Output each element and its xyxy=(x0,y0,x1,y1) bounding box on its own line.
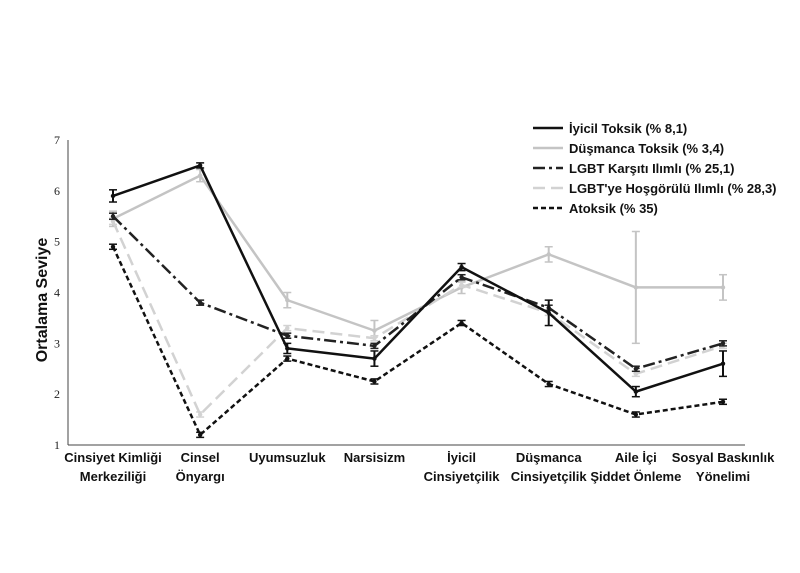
data-point xyxy=(546,310,551,316)
data-point xyxy=(459,275,464,280)
x-tick-label-line: Cinsiyetçilik xyxy=(511,469,588,484)
x-tick-label-line: Uyumsuzluk xyxy=(249,450,326,465)
y-tick-label: 6 xyxy=(54,184,60,198)
data-point xyxy=(633,371,639,377)
x-tick-label-line: Düşmanca xyxy=(516,450,583,465)
y-tick-label: 2 xyxy=(54,387,60,401)
y-axis-title: Ortalama Seviye xyxy=(34,238,51,363)
data-point xyxy=(110,214,116,219)
x-tick-label-line: Narsisizm xyxy=(344,450,405,465)
series-line xyxy=(112,174,723,332)
data-point xyxy=(372,356,377,361)
x-tick-label: Aile İçi Şiddet Önleme xyxy=(590,450,681,484)
data-point xyxy=(372,328,377,333)
data-point xyxy=(285,346,290,351)
legend-label: LGBT Karşıtı Ilımlı (% 25,1) xyxy=(569,161,734,176)
data-point xyxy=(372,343,377,349)
data-point xyxy=(720,399,726,404)
x-tick-label: Uyumsuzluk xyxy=(249,450,326,465)
x-tick-label: Cinsel Önyargı xyxy=(176,450,225,484)
data-point xyxy=(720,361,726,366)
axes: 1 2 3 4 5 6 7 xyxy=(54,133,745,452)
y-tick-label: 4 xyxy=(54,286,60,300)
x-tick-label-line: Merkeziliği xyxy=(80,469,146,484)
data-point xyxy=(546,381,551,387)
data-point xyxy=(285,297,290,303)
x-tick-label-line: Aile İçi xyxy=(615,450,657,465)
data-point xyxy=(197,432,203,438)
x-axis-labels: Cinsiyet Kimliği Merkeziliği Cinsel Önyargı… xyxy=(64,450,775,484)
data-point xyxy=(197,412,203,417)
data-point xyxy=(372,336,377,341)
series-1 xyxy=(109,162,727,398)
data-point xyxy=(459,320,464,326)
x-tick-label-line: Sosyal Baskınlık xyxy=(672,450,775,465)
data-point xyxy=(633,389,639,394)
data-point xyxy=(110,193,116,199)
y-tick-label: 1 xyxy=(54,438,60,452)
series-line xyxy=(112,215,724,370)
legend: İyicil Toksik (% 8,1) Düşmanca Toksik (% … xyxy=(533,121,777,216)
x-tick-label: Düşmanca Cinsiyetçilik xyxy=(511,450,588,484)
data-point xyxy=(720,341,726,346)
x-tick-label-line: Önyargı xyxy=(176,469,225,484)
series-3 xyxy=(109,212,727,373)
x-tick-label-line: Cinsel xyxy=(181,450,220,465)
data-point xyxy=(197,163,203,168)
x-tick-label-line: Yönelimi xyxy=(696,469,750,484)
data-point xyxy=(546,252,551,257)
x-tick-label-line: Cinsiyetçilik xyxy=(424,469,501,484)
data-point xyxy=(372,379,377,384)
data-point xyxy=(720,285,726,290)
x-tick-label-line: Şiddet Önleme xyxy=(590,469,681,484)
data-point xyxy=(110,244,116,249)
data-point xyxy=(197,173,203,178)
legend-label: Düşmanca Toksik (% 3,4) xyxy=(569,141,724,156)
x-tick-label: Narsisizm xyxy=(344,450,405,465)
y-tick-label: 7 xyxy=(54,133,60,147)
legend-label: Atoksik (% 35) xyxy=(569,201,658,216)
data-point xyxy=(285,325,290,331)
data-point xyxy=(459,282,464,288)
x-tick-label-line: İyicil xyxy=(447,450,476,465)
y-tick-label: 5 xyxy=(54,235,60,249)
data-point xyxy=(633,366,639,371)
data-point xyxy=(285,356,290,361)
data-point xyxy=(459,264,464,270)
data-point xyxy=(633,412,639,417)
x-tick-label: Sosyal Baskınlık Yönelimi xyxy=(672,450,775,484)
legend-label: İyicil Toksik (% 8,1) xyxy=(569,121,687,136)
data-point xyxy=(197,300,203,305)
legend-label: LGBT'ye Hoşgörülü Ilımlı (% 28,3) xyxy=(569,181,777,196)
series-line xyxy=(111,220,724,416)
series-line xyxy=(111,246,724,437)
series-line xyxy=(112,164,724,393)
y-tick-label: 3 xyxy=(54,336,60,350)
x-tick-label-line: Cinsiyet Kimliği xyxy=(64,450,162,465)
data-point xyxy=(285,333,290,338)
data-point xyxy=(110,219,116,224)
series-5 xyxy=(109,243,727,439)
x-tick-label: Cinsiyet Kimliği Merkeziliği xyxy=(64,450,162,484)
series-layer xyxy=(109,162,727,439)
x-tick-label: İyicil Cinsiyetçilik xyxy=(424,450,501,484)
data-point xyxy=(633,285,639,290)
